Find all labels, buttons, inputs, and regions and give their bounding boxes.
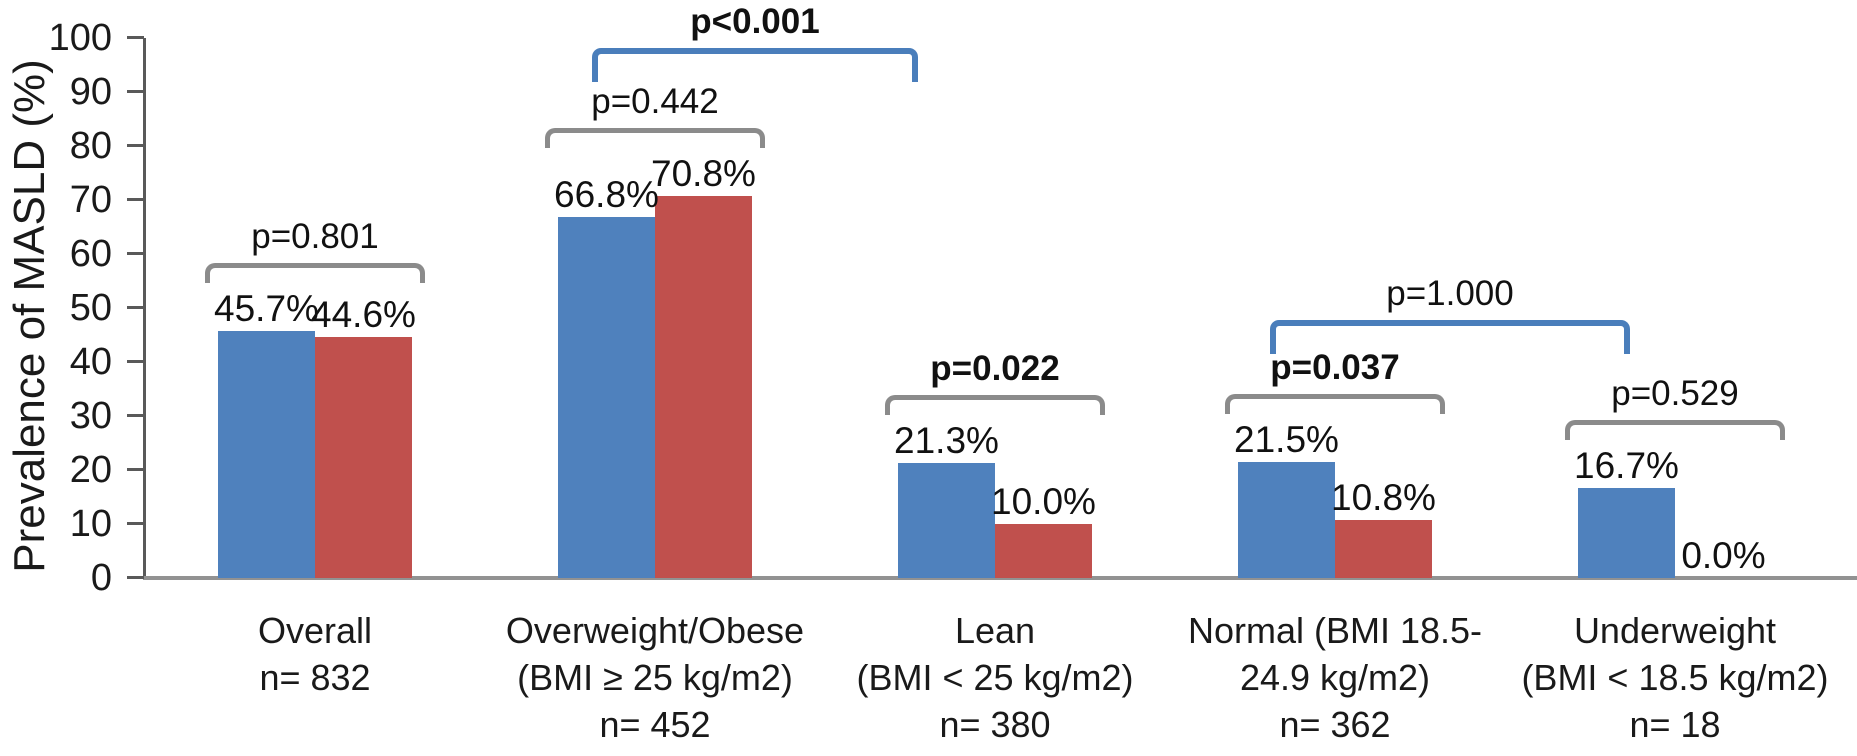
y-tick-label: 50	[69, 287, 112, 329]
value-label-red-group2: 10.0%	[991, 481, 1096, 522]
y-tick	[127, 306, 144, 309]
y-tick-label: 70	[69, 179, 112, 221]
pair-pvalue-group4: p=0.529	[1611, 373, 1739, 413]
category-label-line: n= 832	[259, 657, 371, 698]
value-label-blue-group1: 66.8%	[554, 174, 659, 216]
category-label-line: n= 380	[939, 704, 1051, 745]
category-label-line: Underweight	[1573, 610, 1777, 651]
category-label-group0: Overall n= 832	[100, 607, 530, 701]
y-tick-label: 90	[69, 71, 112, 113]
pair-bracket-group0	[205, 263, 425, 284]
pair-pvalue-group1: p=0.442	[591, 81, 719, 121]
category-label-line: Normal (BMI 18.5-	[1187, 610, 1483, 651]
category-label-line: (BMI ≥ 25 kg/m2)	[517, 657, 793, 698]
bar-blue-group4	[1578, 487, 1675, 578]
bar-red-group3	[1335, 519, 1432, 578]
pair-bracket-group2	[885, 394, 1105, 415]
pair-bracket-group4	[1565, 419, 1785, 440]
y-tick-label: 0	[90, 557, 112, 599]
bar-blue-group1	[558, 217, 655, 578]
y-tick	[127, 144, 144, 147]
category-label-group3: Normal (BMI 18.5- 24.9 kg/m2) n= 362	[1120, 607, 1550, 748]
category-label-line: n= 452	[599, 704, 711, 745]
category-label-line: 24.9 kg/m2)	[1239, 657, 1431, 698]
bar-blue-group0	[218, 331, 315, 578]
pair-pvalue-group2: p=0.022	[930, 348, 1060, 388]
y-tick	[127, 252, 144, 255]
y-tick-label: 80	[69, 125, 112, 167]
bar-red-group0	[315, 337, 412, 578]
y-tick-label: 20	[69, 449, 112, 491]
value-label-blue-group2: 21.3%	[894, 419, 999, 461]
y-tick	[127, 576, 144, 579]
y-tick-label: 40	[69, 341, 112, 383]
value-label-red-group1: 70.8%	[651, 152, 756, 194]
y-tick-label: 100	[48, 17, 112, 59]
y-tick	[127, 468, 144, 471]
value-label-blue-group0: 45.7%	[214, 288, 319, 330]
bar-blue-group2	[898, 462, 995, 578]
y-tick-label: 60	[69, 233, 112, 275]
category-label-line: Lean	[954, 610, 1036, 651]
cross-bracket-0	[592, 48, 918, 82]
category-label-group2: Lean (BMI < 25 kg/m2) n= 380	[780, 607, 1210, 748]
pair-pvalue-group3: p=0.037	[1270, 347, 1400, 387]
y-tick	[127, 36, 144, 39]
y-tick	[127, 90, 144, 93]
y-tick	[127, 198, 144, 201]
bar-red-group2	[995, 524, 1092, 578]
value-label-red-group4: 0.0%	[1681, 535, 1766, 576]
bar-red-group1	[655, 195, 752, 578]
y-tick	[127, 414, 144, 417]
pair-pvalue-group0: p=0.801	[251, 217, 379, 257]
bar-blue-group3	[1238, 461, 1335, 578]
category-label-group4: Underweight (BMI < 18.5 kg/m2) n= 18	[1460, 607, 1857, 748]
y-tick-label: 10	[69, 503, 112, 545]
y-tick	[127, 522, 144, 525]
value-label-blue-group3: 21.5%	[1234, 418, 1339, 460]
category-label-line: (BMI < 18.5 kg/m2)	[1521, 657, 1829, 698]
category-label-line: Overall	[257, 610, 373, 651]
cross-pvalue-1: p=1.000	[1386, 274, 1514, 313]
category-label-line: (BMI < 25 kg/m2)	[856, 657, 1134, 698]
value-label-blue-group4: 16.7%	[1574, 444, 1679, 486]
value-label-red-group0: 44.6%	[311, 294, 416, 336]
pair-bracket-group3	[1225, 393, 1445, 414]
y-tick	[127, 360, 144, 363]
y-axis-line	[143, 38, 146, 580]
category-label-group1: Overweight/Obese (BMI ≥ 25 kg/m2) n= 452	[440, 607, 870, 748]
x-axis-line	[143, 576, 1857, 580]
cross-pvalue-0: p<0.001	[690, 2, 820, 41]
category-label-line: n= 18	[1629, 704, 1721, 745]
value-label-red-group3: 10.8%	[1331, 476, 1436, 518]
category-label-line: n= 362	[1279, 704, 1391, 745]
y-tick-label: 30	[69, 395, 112, 437]
cross-bracket-1	[1270, 320, 1630, 354]
category-label-line: Overweight/Obese	[505, 610, 805, 651]
pair-bracket-group1	[545, 127, 765, 148]
